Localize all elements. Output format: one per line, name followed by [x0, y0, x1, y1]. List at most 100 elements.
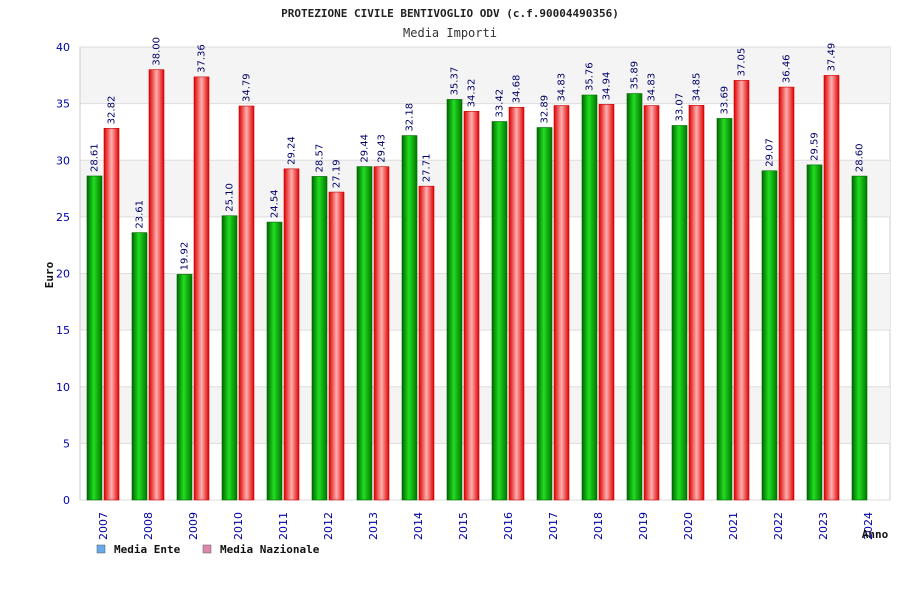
- plot-band: [80, 47, 890, 104]
- x-tick-label: 2018: [592, 512, 605, 540]
- bar: [581, 94, 598, 501]
- y-tick-label: 10: [56, 381, 70, 394]
- bar: [238, 105, 255, 501]
- x-tick-label: 2011: [277, 512, 290, 540]
- x-tick-label: 2022: [772, 512, 785, 540]
- x-tick-label: 2024: [862, 512, 875, 540]
- bar: [643, 105, 660, 501]
- bar: [373, 166, 390, 501]
- bar: [401, 135, 418, 501]
- plot-band: [80, 160, 890, 217]
- x-tick-label: 2008: [142, 512, 155, 540]
- data-label: 34.85: [692, 73, 703, 102]
- data-label: 27.71: [422, 154, 433, 183]
- legend: Media Ente Media Nazionale: [96, 543, 320, 556]
- legend-label: Media Ente: [114, 543, 181, 556]
- bar: [418, 185, 435, 501]
- legend-swatch: [202, 544, 212, 554]
- x-tick-label: 2020: [682, 512, 695, 540]
- bar: [806, 164, 823, 501]
- x-tick-label: 2019: [637, 512, 650, 540]
- y-tick-label: 30: [56, 154, 70, 167]
- bar: [536, 127, 553, 501]
- legend-swatch: [96, 544, 106, 554]
- legend-label: Media Nazionale: [220, 543, 320, 556]
- chart-title: PROTEZIONE CIVILE BENTIVOGLIO ODV (c.f.9…: [281, 7, 619, 20]
- data-label: 33.42: [495, 89, 506, 118]
- data-label: 34.68: [512, 75, 523, 104]
- data-label: 36.46: [782, 54, 793, 83]
- data-label: 35.37: [450, 67, 461, 96]
- bar: [851, 175, 868, 501]
- data-label: 34.79: [242, 73, 253, 102]
- y-tick-label: 15: [56, 324, 70, 337]
- data-label: 28.57: [315, 144, 326, 173]
- x-tick-label: 2012: [322, 512, 335, 540]
- bar: [671, 125, 688, 501]
- data-label: 27.19: [332, 159, 343, 188]
- data-label: 37.49: [827, 43, 838, 72]
- x-tick-label: 2007: [97, 512, 110, 540]
- x-tick-label: 2016: [502, 512, 515, 540]
- bar: [176, 274, 193, 501]
- bar: [688, 105, 705, 501]
- y-axis-ticks: 0 5 10 15 20 25 30 35 40: [56, 41, 70, 507]
- data-label: 29.43: [377, 134, 388, 163]
- bar: [86, 175, 103, 501]
- data-label: 35.76: [585, 62, 596, 91]
- bars: [86, 69, 868, 501]
- x-tick-label: 2010: [232, 512, 245, 540]
- y-tick-label: 35: [56, 98, 70, 111]
- bar: [778, 86, 795, 501]
- data-label: 25.10: [225, 183, 236, 212]
- data-label: 29.24: [287, 136, 298, 165]
- data-label: 34.83: [647, 73, 658, 102]
- y-tick-label: 20: [56, 268, 70, 281]
- data-label: 38.00: [152, 37, 163, 66]
- y-tick-label: 0: [63, 494, 70, 507]
- x-tick-label: 2013: [367, 512, 380, 540]
- data-label: 24.54: [270, 189, 281, 218]
- data-label: 32.82: [107, 96, 118, 125]
- chart-subtitle: Media Importi: [403, 26, 497, 40]
- bar: [553, 105, 570, 501]
- data-label: 19.92: [180, 242, 191, 271]
- x-tick-label: 2014: [412, 512, 425, 540]
- bar: [626, 93, 643, 501]
- bar: [193, 76, 210, 501]
- bar: [356, 166, 373, 501]
- data-label: 37.36: [197, 44, 208, 73]
- data-label: 34.94: [602, 72, 613, 101]
- grid-lines: [79, 46, 890, 501]
- data-label: 33.07: [675, 93, 686, 122]
- data-label: 29.59: [810, 132, 821, 161]
- x-tick-label: 2021: [727, 512, 740, 540]
- x-axis-ticks: 2007 2008 2009 2010 2011 2012 2013 2014 2015 2016…: [97, 512, 875, 540]
- x-tick-label: 2023: [817, 512, 830, 540]
- data-label: 29.07: [765, 138, 776, 167]
- data-label: 33.69: [720, 86, 731, 115]
- bar: [446, 99, 463, 501]
- data-label: 32.89: [540, 95, 551, 124]
- bar: [733, 80, 750, 501]
- bar: [463, 111, 480, 501]
- x-tick-label: 2009: [187, 512, 200, 540]
- data-label: 28.60: [855, 143, 866, 172]
- data-label: 32.18: [405, 103, 416, 132]
- y-axis-label: Euro: [43, 261, 56, 288]
- y-tick-label: 25: [56, 211, 70, 224]
- bar: [761, 170, 778, 501]
- plot-band: [80, 386, 890, 444]
- data-label: 23.61: [135, 200, 146, 229]
- bar: [131, 232, 148, 501]
- data-label: 28.61: [90, 143, 101, 172]
- bar: [103, 128, 120, 501]
- data-label: 29.44: [360, 134, 371, 163]
- bar: [148, 69, 165, 501]
- x-tick-label: 2015: [457, 512, 470, 540]
- bar: [508, 106, 525, 501]
- plot-band: [80, 273, 890, 331]
- y-tick-label: 40: [56, 41, 70, 54]
- value-labels: 28.61 32.82 23.61 38.00 19.92 37.36 25.10 34.79…: [90, 37, 866, 270]
